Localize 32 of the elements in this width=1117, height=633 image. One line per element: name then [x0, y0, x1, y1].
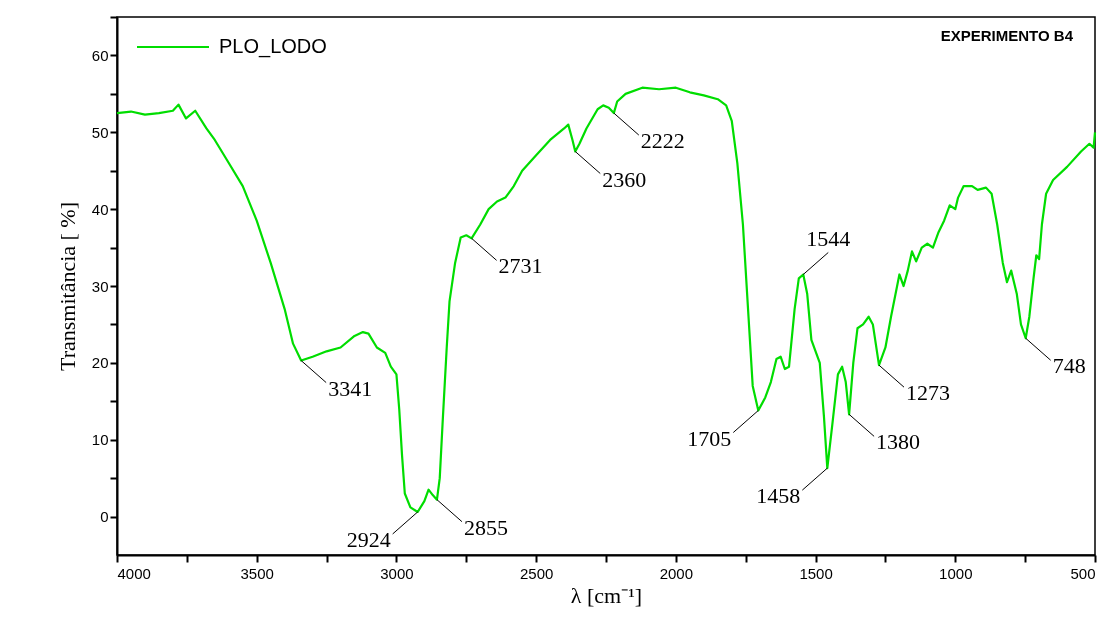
y-tick-label: 30 [91, 277, 109, 295]
annotation: 1458 [756, 483, 801, 509]
annotation: 2360 [602, 166, 647, 192]
x-axis-title: λ [cm⁻¹] [570, 582, 643, 608]
x-tick-label: 3500 [240, 564, 274, 582]
y-tick-label: 50 [91, 123, 109, 141]
annotation: 2222 [640, 128, 685, 154]
annotation: 2924 [346, 526, 391, 552]
x-tick-label: 2500 [519, 564, 554, 582]
annotation: 1544 [806, 226, 851, 252]
annotation: 3341 [328, 375, 373, 401]
legend-label: PLO_LODO [219, 35, 327, 58]
annotation: 1380 [876, 429, 921, 455]
y-axis-title: Transmitância [ %] [54, 201, 80, 372]
x-tick-label: 1500 [799, 564, 833, 582]
annotation: 748 [1052, 353, 1086, 379]
y-tick-label: 40 [91, 200, 109, 218]
y-tick-label: 0 [100, 508, 109, 526]
x-tick-label: 1000 [939, 564, 973, 582]
annotation: 1705 [687, 425, 732, 451]
y-tick-label: 20 [91, 354, 109, 372]
line-series [115, 86, 1097, 514]
y-tick-label: 60 [91, 46, 109, 64]
y-tick-label: 10 [91, 431, 109, 449]
x-tick-label: 2000 [659, 564, 694, 582]
annotation: 2731 [498, 253, 543, 279]
annotation: 2855 [463, 514, 508, 540]
x-tick-label: 4000 [117, 564, 151, 582]
text: EXPERIMENTO B4 [940, 27, 1074, 44]
x-tick-label: 500 [1070, 564, 1096, 582]
annotation: 1273 [906, 380, 950, 406]
x-tick-label: 3000 [380, 564, 414, 582]
